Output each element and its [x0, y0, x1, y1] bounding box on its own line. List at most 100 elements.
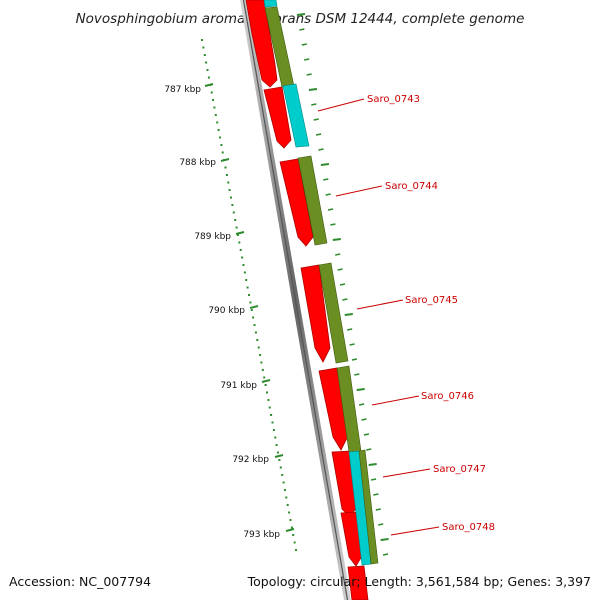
scale-dot: [252, 316, 255, 319]
leader-line: [335, 185, 383, 197]
scale-dot: [248, 294, 250, 296]
scale-tick: [361, 418, 367, 421]
gene-label[interactable]: Saro_0747: [433, 464, 486, 475]
scale-dot: [207, 76, 210, 79]
scale-tick: [332, 238, 341, 241]
scale-dot: [271, 421, 274, 424]
leader-line: [356, 299, 404, 310]
scale-tick: [325, 193, 331, 196]
scale-tick: [366, 448, 372, 451]
minor-scale-dots: [201, 39, 297, 551]
scale-tick: [363, 433, 370, 436]
scale-tick: [306, 73, 312, 76]
scale-tick: [354, 373, 360, 376]
scale-dot: [241, 256, 244, 259]
kbp-tick: [204, 83, 214, 87]
scale-tick: [349, 343, 355, 346]
scale-dot: [293, 541, 296, 544]
scale-dot: [203, 54, 206, 56]
gene-arrow[interactable]: [318, 367, 349, 451]
scale-dot: [281, 474, 284, 476]
scale-tick: [368, 463, 377, 466]
scale-dot: [274, 436, 277, 439]
gene-arrow[interactable]: [263, 86, 292, 149]
kbp-label: 789 kbp: [194, 232, 231, 242]
scale-dot: [232, 211, 235, 214]
gene-arrow[interactable]: [340, 511, 363, 567]
scale-dot: [216, 121, 219, 124]
cds-feature[interactable]: [358, 449, 379, 565]
scale-tick: [323, 178, 329, 181]
scale-tick: [351, 358, 358, 361]
scale-dot: [231, 204, 234, 206]
gene-track-cds: [263, 0, 379, 566]
scale-dot: [282, 481, 285, 484]
kbp-tick: [274, 454, 284, 458]
backbone: [240, 0, 351, 600]
scale-tick: [375, 508, 381, 511]
scale-dot: [230, 196, 232, 199]
scale-dot: [254, 331, 257, 334]
scale-tick: [358, 403, 365, 406]
scale-dot: [246, 286, 249, 289]
gene-label[interactable]: Saro_0743: [367, 94, 420, 105]
scale-dot: [220, 144, 223, 146]
scale-dot: [285, 496, 288, 499]
gene-label[interactable]: Saro_0748: [442, 522, 495, 533]
genome-summary-text: Topology: circular; Length: 3,561,584 bp…: [247, 574, 591, 589]
kbp-label: 790 kbp: [208, 306, 245, 316]
scale-dot: [221, 151, 224, 154]
scale-dot: [236, 234, 239, 236]
scale-dot: [278, 459, 281, 461]
scale-dot: [268, 406, 271, 409]
map-title: Novosphingobium aromaticivorans DSM 1244…: [76, 11, 525, 27]
gene-labels: Saro_0743 Saro_0744 Saro_0745 Saro_0746 …: [317, 94, 495, 536]
gene-track-forward: [245, 0, 369, 600]
scale-tick: [315, 133, 322, 136]
rna-feature[interactable]: [263, 0, 278, 8]
gene-arrow[interactable]: [300, 264, 331, 363]
scale-dot: [267, 399, 270, 401]
accession-text: Accession: NC_007794: [9, 574, 151, 589]
scale-dot: [272, 429, 275, 431]
scale-dot: [277, 451, 279, 454]
scale-dot: [228, 189, 231, 191]
scale-dot: [234, 219, 237, 221]
scale-dot: [295, 549, 297, 551]
scale-dot: [253, 324, 256, 326]
scale-dot: [260, 361, 263, 364]
scale-tick: [299, 28, 305, 31]
gene-label[interactable]: Saro_0746: [421, 391, 474, 402]
scale-dot: [219, 136, 221, 139]
cds-feature[interactable]: [297, 155, 328, 246]
outer-scale-ticks: [296, 13, 389, 556]
scale-tick: [313, 118, 319, 121]
gene-arrow[interactable]: [347, 565, 369, 600]
scale-dot: [261, 369, 264, 371]
leader-line: [371, 395, 420, 406]
scale-dot: [283, 489, 286, 491]
kbp-label: 791 kbp: [220, 381, 257, 391]
scale-tick: [378, 523, 384, 526]
scale-dot: [249, 301, 252, 304]
kbp-tick: [220, 158, 230, 162]
scale-dot: [217, 129, 220, 131]
scale-dot: [256, 339, 259, 341]
scale-dot: [201, 39, 203, 41]
rna-feature[interactable]: [282, 83, 310, 148]
gene-label[interactable]: Saro_0744: [385, 181, 438, 192]
scale-dot: [259, 354, 262, 356]
cds-feature[interactable]: [318, 262, 349, 364]
scale-dot: [238, 241, 241, 244]
scale-dot: [250, 309, 253, 311]
scale-dot: [210, 91, 213, 94]
scale-dot: [239, 249, 242, 251]
kbp-tick: [261, 379, 271, 383]
scale-tick: [296, 13, 306, 16]
scale-tick: [308, 88, 318, 91]
gene-label[interactable]: Saro_0745: [405, 295, 458, 306]
scale-dot: [270, 414, 273, 416]
scale-tick: [301, 43, 307, 46]
scale-dot: [286, 504, 289, 506]
gene-arrow[interactable]: [279, 158, 314, 247]
